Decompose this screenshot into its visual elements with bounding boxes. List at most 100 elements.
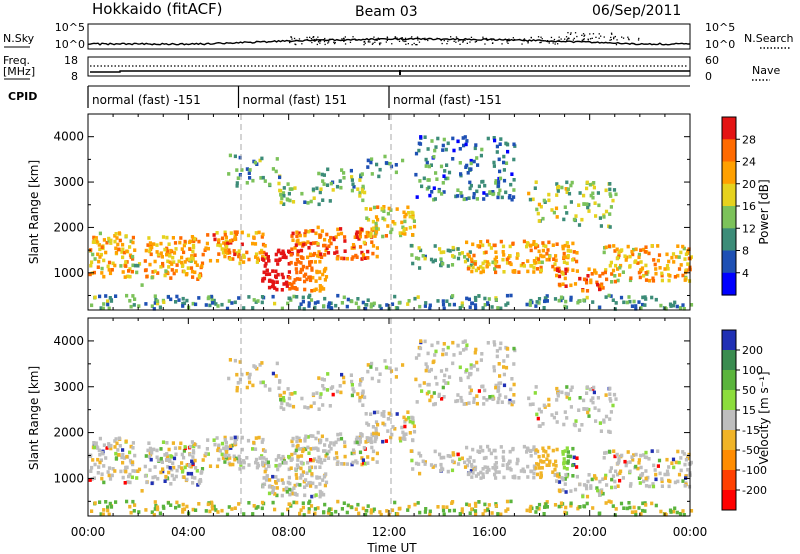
power-cell xyxy=(412,224,417,229)
nsearch-dot xyxy=(513,38,515,41)
nsearch-dot xyxy=(411,44,413,46)
power-cell xyxy=(408,214,412,219)
power-cell xyxy=(326,167,330,172)
power-cell xyxy=(610,280,614,284)
nsearch-dot xyxy=(508,38,510,41)
velocity-cell xyxy=(106,470,110,474)
power-cell xyxy=(628,278,633,283)
power-cell xyxy=(322,287,326,291)
power-cell xyxy=(235,181,239,185)
power-cell xyxy=(362,255,366,260)
power-cell xyxy=(532,266,536,270)
power-cell xyxy=(247,295,251,299)
velocity-cell xyxy=(261,380,265,385)
velocity-cell xyxy=(613,479,617,484)
velocity-cell xyxy=(570,385,574,390)
nsearch-label: N.Search xyxy=(744,32,794,45)
power-cell xyxy=(618,273,622,277)
power-cell xyxy=(259,176,263,180)
velocity-cell xyxy=(264,457,268,462)
power-cell xyxy=(215,231,219,235)
power-cell xyxy=(137,304,141,308)
velocity-cell xyxy=(591,396,595,400)
velocity-cell xyxy=(366,461,370,465)
velocity-cell xyxy=(483,508,487,513)
power-cell xyxy=(488,190,492,194)
velocity-cell xyxy=(599,490,603,494)
nsearch-dot xyxy=(403,40,405,43)
power-cell xyxy=(428,306,432,311)
velocity-cell xyxy=(374,420,379,424)
power-cell xyxy=(460,304,464,308)
velocity-cell xyxy=(117,436,121,441)
power-cell xyxy=(194,302,198,307)
nsearch-dot xyxy=(566,39,568,41)
velocity-cell xyxy=(165,455,169,459)
power-cell xyxy=(410,210,414,215)
velocity-cell xyxy=(191,461,195,465)
power-cell xyxy=(94,236,98,240)
power-cell xyxy=(261,255,265,259)
power-cell xyxy=(501,250,505,254)
power-cell xyxy=(318,235,322,239)
power-cell xyxy=(324,275,329,279)
velocity-cell xyxy=(569,405,573,409)
velocity-cell xyxy=(687,462,691,466)
power-cell xyxy=(334,303,338,308)
power-cell xyxy=(564,299,568,304)
nsearch-dot xyxy=(611,33,613,35)
velocity-cell xyxy=(290,452,294,457)
velocity-cell xyxy=(195,469,199,473)
velocity-cell xyxy=(117,453,121,457)
power-cell xyxy=(152,242,156,246)
nsearch-dot xyxy=(507,39,509,41)
velocity-cell xyxy=(186,471,190,476)
velocity-cell xyxy=(659,509,663,514)
nsearch-dot xyxy=(341,38,343,40)
velocity-cell xyxy=(553,467,557,472)
power-cell xyxy=(114,250,119,255)
power-cell xyxy=(601,286,605,290)
power-cell xyxy=(290,234,294,238)
velocity-cell xyxy=(532,475,536,480)
nsearch-dot xyxy=(572,39,574,41)
velocity-cell xyxy=(322,492,326,497)
power-cell xyxy=(614,301,618,305)
power-cell xyxy=(175,294,179,299)
velocity-cell xyxy=(458,365,462,370)
velocity-cell xyxy=(326,456,331,460)
power-cell xyxy=(474,306,478,310)
velocity-cell xyxy=(336,460,340,464)
power-cell xyxy=(169,276,173,280)
colorbar-frame xyxy=(721,329,737,511)
power-cell xyxy=(565,261,569,266)
power-cell xyxy=(162,300,166,304)
power-cell xyxy=(303,200,307,204)
velocity-cell xyxy=(487,503,491,507)
power-cell xyxy=(297,231,301,235)
velocity-cell xyxy=(163,479,167,483)
power-cell xyxy=(412,219,416,223)
nsearch-dot xyxy=(425,38,427,40)
power-cell xyxy=(634,247,638,252)
velocity-cell xyxy=(470,507,474,511)
power-cell xyxy=(673,300,677,305)
power-cell xyxy=(309,229,313,233)
power-cell xyxy=(286,182,290,186)
velocity-cell xyxy=(425,365,429,369)
velocity-cell xyxy=(261,448,266,452)
velocity-cell xyxy=(189,464,193,469)
velocity-cell xyxy=(644,503,648,507)
nsearch-dot xyxy=(373,36,375,38)
velocity-cell xyxy=(634,464,638,469)
power-cell xyxy=(686,249,690,253)
velocity-cell xyxy=(212,438,216,442)
power-cell xyxy=(102,238,106,242)
power-cell xyxy=(366,233,370,237)
power-cell xyxy=(439,164,444,169)
power-cell xyxy=(260,235,264,239)
power-cell xyxy=(102,258,106,263)
velocity-cell xyxy=(614,469,618,474)
velocity-cell xyxy=(282,456,286,461)
velocity-cell xyxy=(481,467,485,471)
